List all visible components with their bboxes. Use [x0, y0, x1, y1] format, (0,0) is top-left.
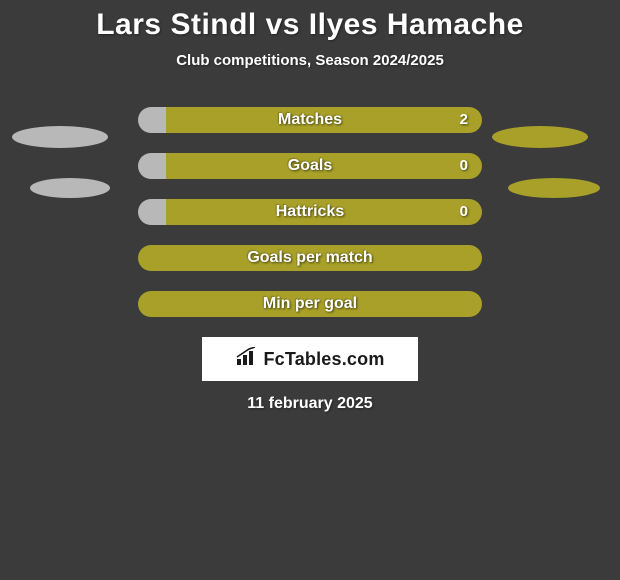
bar-fill-right	[166, 107, 482, 133]
bar-fill-left	[138, 153, 166, 179]
bar-fill-left	[138, 199, 166, 225]
comparison-row: Hattricks0	[0, 199, 620, 225]
bar-fill-right	[138, 245, 482, 271]
comparison-row: Matches2	[0, 107, 620, 133]
bar-chart-icon	[235, 347, 259, 372]
brand-box: FcTables.com	[202, 337, 418, 381]
bar-track	[138, 199, 482, 225]
bar-fill-right	[166, 199, 482, 225]
page-title: Lars Stindl vs Ilyes Hamache	[0, 8, 620, 42]
bar-fill-right	[138, 291, 482, 317]
comparison-row: Goals0	[0, 153, 620, 179]
bar-fill-right	[166, 153, 482, 179]
brand-text: FcTables.com	[263, 349, 384, 370]
comparison-row: Goals per match	[0, 245, 620, 271]
bar-fill-left	[138, 107, 166, 133]
subtitle: Club competitions, Season 2024/2025	[0, 52, 620, 69]
comparison-infographic: Lars Stindl vs Ilyes Hamache Club compet…	[0, 0, 620, 580]
comparison-bars: Matches2 Goals0 Hattricks0 Goals per match M…	[0, 107, 620, 317]
bar-track	[138, 153, 482, 179]
date-line: 11 february 2025	[0, 395, 620, 413]
comparison-row: Min per goal	[0, 291, 620, 317]
bar-track	[138, 245, 482, 271]
bar-track	[138, 291, 482, 317]
bar-track	[138, 107, 482, 133]
